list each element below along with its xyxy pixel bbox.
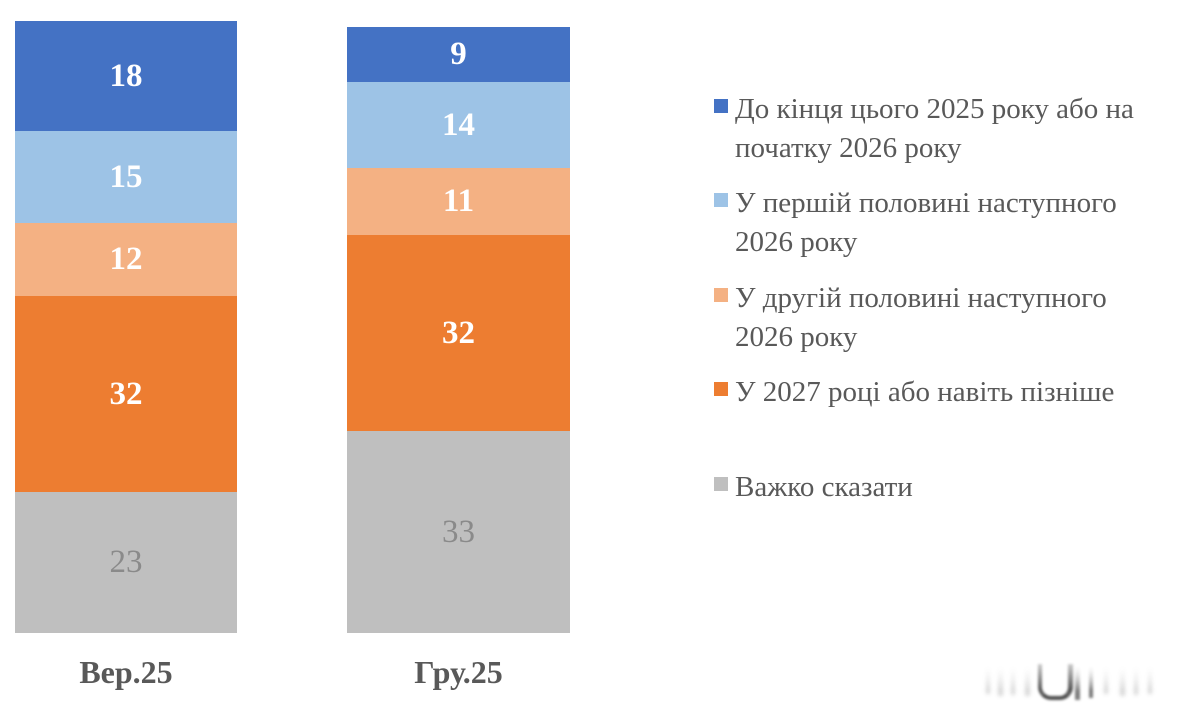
bar-segment: 32 <box>347 235 570 431</box>
bar-segment: 14 <box>347 82 570 168</box>
segment-value-label: 9 <box>450 36 467 72</box>
segment-value-label: 15 <box>109 158 143 195</box>
segment-value-label: 32 <box>442 314 475 351</box>
stacked-bar-column: 18 15 12 32 23 <box>15 21 237 633</box>
bar-segment: 18 <box>15 21 237 131</box>
legend-swatch <box>714 382 728 396</box>
segment-value-label: 23 <box>109 544 143 580</box>
legend-label: До кінця цього 2025 року або на початку … <box>735 93 1134 164</box>
stacked-bar-column: 9 14 11 32 33 <box>347 27 570 633</box>
legend-item: У першій половині наступного 2026 року <box>714 184 1175 262</box>
segment-value-label: 32 <box>109 375 143 412</box>
bar-segment: 12 <box>15 223 237 296</box>
segment-value-label: 11 <box>442 183 475 219</box>
legend-label: Важко сказати <box>735 471 913 503</box>
bar-segment: 33 <box>347 431 570 633</box>
bar-segment: 11 <box>347 168 570 235</box>
bar-segment: 23 <box>15 492 237 633</box>
bar-segment: 15 <box>15 131 237 223</box>
segment-value-label: 18 <box>109 57 143 94</box>
category-label: Вер.25 <box>79 654 173 690</box>
legend-item: У другій половині наступного 2026 року <box>714 279 1175 357</box>
watermark <box>980 662 1180 704</box>
bar-segment: 9 <box>347 27 570 82</box>
category-label: Гру.25 <box>414 654 503 690</box>
legend-item: Важко сказати <box>714 468 1175 507</box>
legend-label: У першій половині наступного 2026 року <box>735 187 1117 258</box>
segment-value-label: 14 <box>442 106 475 143</box>
bar-segment: 32 <box>15 296 237 492</box>
watermark-u-glyph <box>1038 664 1073 700</box>
legend-swatch <box>714 288 728 302</box>
legend-label: У другій половині наступного 2026 року <box>735 282 1107 353</box>
segment-value-label: 33 <box>442 513 475 550</box>
legend-item: До кінця цього 2025 року або на початку … <box>714 90 1175 168</box>
legend-swatch <box>714 477 728 491</box>
legend-swatch <box>714 193 728 207</box>
legend-item: У 2027 році або навіть пізніше <box>714 373 1175 412</box>
legend-swatch <box>714 99 728 113</box>
segment-value-label: 12 <box>109 241 143 277</box>
legend-label: У 2027 році або навіть пізніше <box>735 376 1115 408</box>
